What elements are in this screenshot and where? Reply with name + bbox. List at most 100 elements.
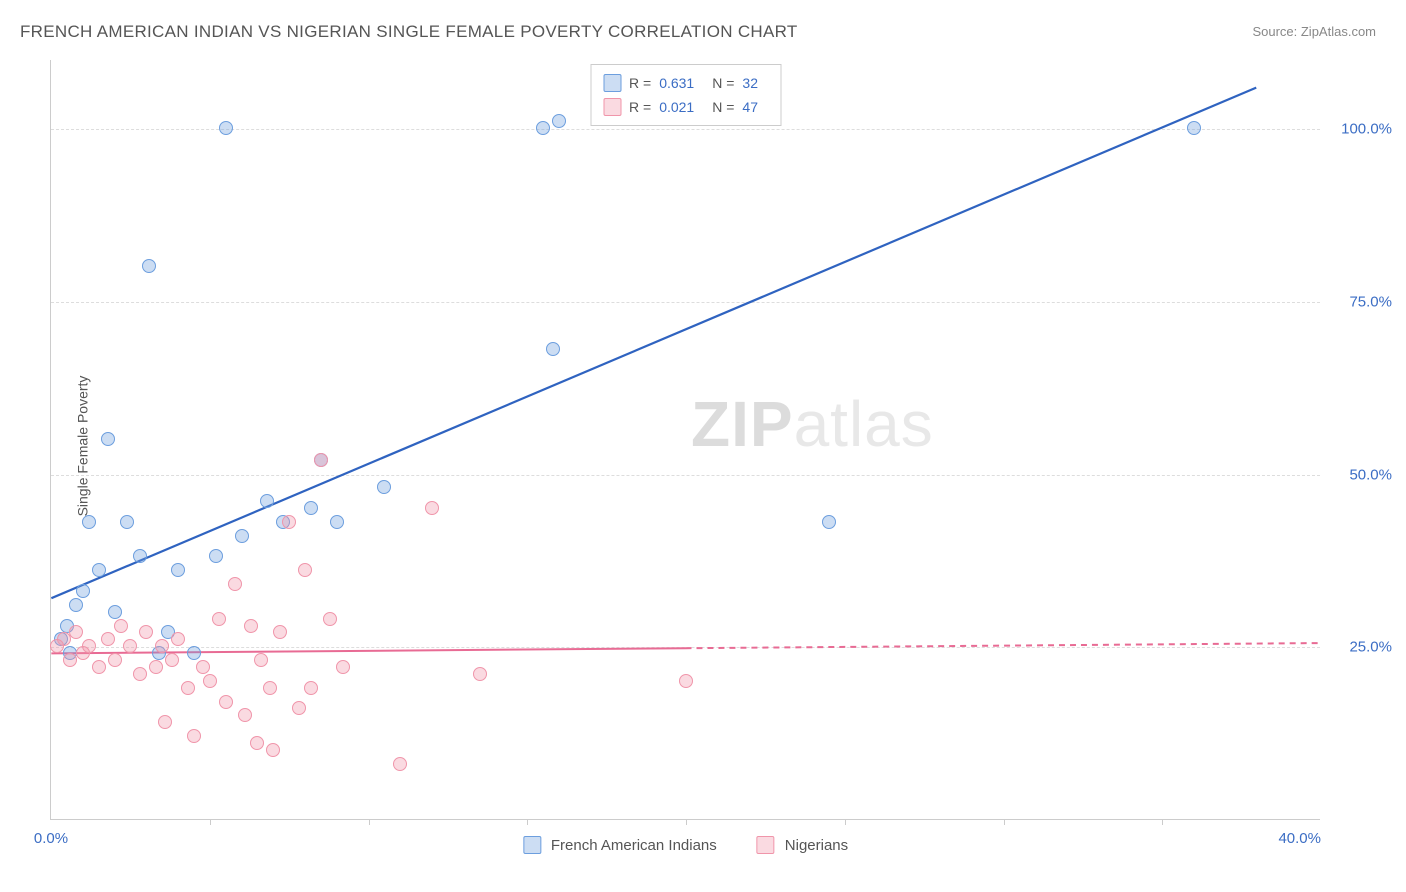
legend-item: Nigerians: [757, 836, 848, 854]
gridline: [51, 302, 1320, 303]
data-point: [187, 646, 201, 660]
legend-n-value: 32: [742, 75, 758, 91]
x-tick-label: 40.0%: [1278, 830, 1321, 847]
data-point: [108, 605, 122, 619]
data-point: [92, 563, 106, 577]
data-point: [171, 563, 185, 577]
data-point: [377, 480, 391, 494]
legend-r-value: 0.021: [659, 99, 694, 115]
data-point: [181, 681, 195, 695]
data-point: [101, 632, 115, 646]
gridline: [51, 475, 1320, 476]
y-tick-label: 75.0%: [1349, 293, 1392, 310]
regression-line: [51, 648, 685, 653]
data-point: [304, 681, 318, 695]
data-point: [536, 121, 550, 135]
legend-swatch: [523, 836, 541, 854]
data-point: [260, 494, 274, 508]
x-tick-mark: [686, 819, 687, 825]
data-point: [263, 681, 277, 695]
data-point: [76, 584, 90, 598]
data-point: [133, 549, 147, 563]
data-point: [473, 667, 487, 681]
data-point: [209, 549, 223, 563]
x-tick-mark: [1162, 819, 1163, 825]
legend-r-value: 0.631: [659, 75, 694, 91]
data-point: [171, 632, 185, 646]
legend-label: French American Indians: [551, 837, 717, 854]
x-tick-mark: [845, 819, 846, 825]
data-point: [1187, 121, 1201, 135]
data-point: [120, 515, 134, 529]
data-point: [336, 660, 350, 674]
data-point: [155, 639, 169, 653]
gridline: [51, 129, 1320, 130]
data-point: [63, 653, 77, 667]
legend-row: R = 0.631 N = 32: [603, 71, 768, 95]
legend-swatch: [757, 836, 775, 854]
data-point: [158, 715, 172, 729]
data-point: [219, 121, 233, 135]
data-point: [250, 736, 264, 750]
legend-item: French American Indians: [523, 836, 717, 854]
legend-n-label: N =: [712, 75, 734, 91]
data-point: [679, 674, 693, 688]
legend-n-label: N =: [712, 99, 734, 115]
legend-r-label: R =: [629, 99, 651, 115]
x-tick-mark: [210, 819, 211, 825]
data-point: [114, 619, 128, 633]
correlation-legend: R = 0.631 N = 32 R = 0.021 N = 47: [590, 64, 781, 126]
legend-row: R = 0.021 N = 47: [603, 95, 768, 119]
data-point: [425, 501, 439, 515]
data-point: [149, 660, 163, 674]
x-tick-mark: [527, 819, 528, 825]
data-point: [546, 342, 560, 356]
data-point: [330, 515, 344, 529]
data-point: [82, 515, 96, 529]
data-point: [292, 701, 306, 715]
x-tick-label: 0.0%: [34, 830, 68, 847]
data-point: [139, 625, 153, 639]
watermark: ZIPatlas: [691, 387, 934, 461]
data-point: [187, 729, 201, 743]
data-point: [101, 432, 115, 446]
data-point: [298, 563, 312, 577]
regression-line: [51, 88, 1256, 599]
legend-label: Nigerians: [785, 837, 848, 854]
data-point: [123, 639, 137, 653]
x-tick-mark: [369, 819, 370, 825]
y-tick-label: 50.0%: [1349, 466, 1392, 483]
data-point: [393, 757, 407, 771]
legend-r-label: R =: [629, 75, 651, 91]
data-point: [238, 708, 252, 722]
data-point: [266, 743, 280, 757]
data-point: [108, 653, 122, 667]
y-tick-label: 100.0%: [1341, 121, 1392, 138]
series-legend: French American Indians Nigerians: [523, 836, 848, 854]
data-point: [133, 667, 147, 681]
data-point: [822, 515, 836, 529]
data-point: [82, 639, 96, 653]
data-point: [244, 619, 258, 633]
data-point: [196, 660, 210, 674]
data-point: [142, 259, 156, 273]
gridline: [51, 647, 1320, 648]
data-point: [273, 625, 287, 639]
source-attribution: Source: ZipAtlas.com: [1252, 24, 1376, 39]
data-point: [57, 632, 71, 646]
legend-swatch: [603, 98, 621, 116]
y-tick-label: 25.0%: [1349, 639, 1392, 656]
chart-plot-area: ZIPatlas R = 0.631N = 32R = 0.021N = 47 …: [50, 60, 1320, 820]
data-point: [304, 501, 318, 515]
data-point: [212, 612, 226, 626]
chart-title: FRENCH AMERICAN INDIAN VS NIGERIAN SINGL…: [20, 22, 798, 42]
legend-swatch: [603, 74, 621, 92]
data-point: [235, 529, 249, 543]
data-point: [203, 674, 217, 688]
data-point: [165, 653, 179, 667]
legend-n-value: 47: [742, 99, 758, 115]
data-point: [69, 598, 83, 612]
data-point: [552, 114, 566, 128]
data-point: [323, 612, 337, 626]
data-point: [282, 515, 296, 529]
